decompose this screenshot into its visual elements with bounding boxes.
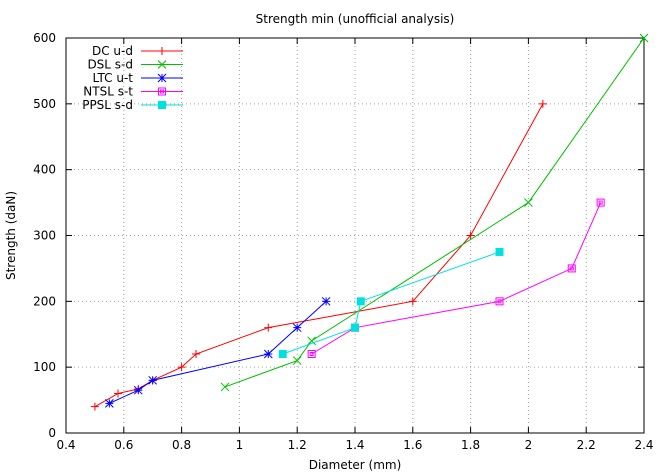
series-1 <box>220 33 649 392</box>
data-point <box>495 247 504 256</box>
data-point <box>307 336 317 346</box>
x-tick-label: 1.4 <box>345 438 364 452</box>
data-point-inner <box>598 200 603 205</box>
chart-title: Strength min (unofficial analysis) <box>256 12 455 26</box>
data-point <box>408 297 417 306</box>
y-tick-label: 400 <box>33 163 56 177</box>
data-point <box>192 350 201 358</box>
x-tick-label: 0.4 <box>56 438 75 452</box>
x-tick-label: 2.4 <box>634 438 653 452</box>
legend-marker <box>158 101 166 109</box>
legend-marker <box>157 60 167 69</box>
data-point <box>639 33 649 43</box>
legend-marker <box>157 73 167 83</box>
data-point <box>148 375 158 385</box>
legend-marker <box>158 47 166 55</box>
data-point <box>292 323 302 333</box>
y-tick-label: 600 <box>33 31 56 45</box>
data-point-inner <box>497 299 502 304</box>
data-point <box>495 297 504 306</box>
legend-label: DC u-d <box>92 44 133 58</box>
grid-layer <box>66 38 644 433</box>
legend-label: NTSL s-t <box>83 85 133 99</box>
y-tick-label: 200 <box>33 294 56 308</box>
legend-marker-inner <box>160 89 164 94</box>
series-line <box>94 103 544 408</box>
y-tick-label: 0 <box>48 426 56 440</box>
data-point <box>90 402 99 411</box>
x-tick-label: 1 <box>236 438 244 452</box>
x-tick-label: 2 <box>525 438 533 452</box>
data-point <box>278 350 287 358</box>
ticks-layer: 0.4 0.6 0.8 1 1.2 1.4 1.6 1.8 2 2.2 2.4 0 100 200 300 4… <box>33 31 653 452</box>
data-point <box>524 198 533 207</box>
data-point <box>307 350 316 358</box>
data-point <box>567 264 576 273</box>
x-tick-label: 1.8 <box>461 438 480 452</box>
x-axis-label: Diameter (mm) <box>309 458 402 472</box>
series-line <box>109 300 327 404</box>
x-tick-label: 1.6 <box>403 438 422 452</box>
series-2 <box>104 296 331 408</box>
y-axis-label: Strength (daN) <box>4 191 18 280</box>
data-point <box>263 349 273 359</box>
y-tick-label: 100 <box>33 360 56 374</box>
series-0 <box>90 99 547 411</box>
data-point <box>114 389 123 398</box>
data-point <box>351 323 359 332</box>
x-tick-label: 1.2 <box>288 438 307 452</box>
data-point <box>321 296 331 306</box>
legend-label: LTC u-t <box>93 71 134 85</box>
series-line <box>282 251 500 355</box>
data-point <box>596 198 605 207</box>
y-tick-label: 500 <box>33 97 56 111</box>
series-line <box>224 37 645 388</box>
y-tick-label: 300 <box>33 229 56 243</box>
data-point-inner <box>309 352 314 356</box>
x-tick-label: 2.2 <box>577 438 596 452</box>
legend-marker <box>158 87 166 96</box>
series-line <box>311 202 602 355</box>
legend-label: PPSL s-d <box>82 98 133 112</box>
data-point <box>538 99 547 108</box>
series-layer <box>90 33 649 411</box>
data-point <box>104 399 114 408</box>
data-point <box>466 231 475 240</box>
legend-label: DSL s-d <box>87 58 133 72</box>
series-3 <box>307 198 605 358</box>
data-point <box>177 363 186 372</box>
data-point-inner <box>569 266 574 271</box>
data-point <box>133 385 143 395</box>
x-tick-label: 0.6 <box>114 438 133 452</box>
data-point <box>356 297 365 306</box>
data-point <box>264 323 273 332</box>
data-point <box>292 356 302 365</box>
data-point <box>220 382 230 392</box>
x-tick-label: 0.8 <box>172 438 191 452</box>
series-4 <box>278 247 504 358</box>
